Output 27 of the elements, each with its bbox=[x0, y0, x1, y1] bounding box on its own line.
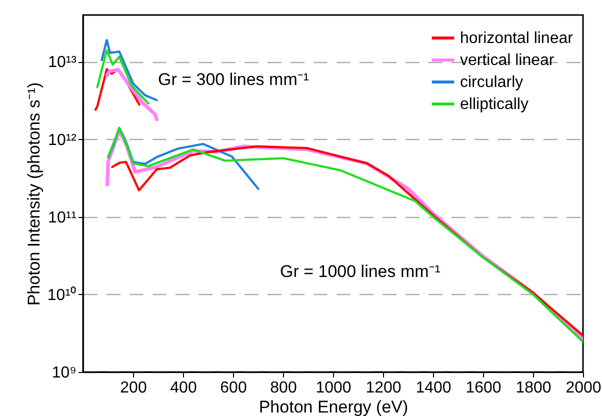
line-series bbox=[100, 38, 158, 102]
annotation: Gr = 1000 lines mm⁻¹ bbox=[280, 262, 441, 281]
legend-label: vertical linear bbox=[460, 52, 555, 69]
legend-label: elliptically bbox=[460, 96, 528, 113]
x-tick-label: 800 bbox=[270, 380, 297, 396]
line-series bbox=[96, 49, 150, 105]
y-tick-label: 10¹³ bbox=[48, 54, 78, 72]
legend-label: circularly bbox=[460, 74, 524, 91]
line-series bbox=[105, 68, 158, 122]
y-tick-label: 10¹⁰ bbox=[47, 286, 76, 304]
x-tick-label: 1200 bbox=[366, 380, 402, 396]
y-tick-label: 10¹² bbox=[48, 132, 78, 149]
x-tick-label: 600 bbox=[220, 380, 247, 396]
annotation: Gr = 300 lines mm⁻¹ bbox=[158, 70, 310, 89]
x-tick-label: 1600 bbox=[466, 380, 502, 396]
x-axis-title: Photon Energy (eV) bbox=[258, 398, 408, 416]
y-tick-label: 10⁹ bbox=[52, 364, 76, 382]
x-tick-label: 1800 bbox=[516, 380, 552, 396]
line-series bbox=[107, 126, 260, 190]
y-axis-title: Photon Intensity (photons s⁻¹) bbox=[24, 82, 44, 306]
x-tick-label: 200 bbox=[120, 380, 147, 396]
x-tick-label: 400 bbox=[170, 380, 197, 396]
y-tick-label: 10¹¹ bbox=[48, 209, 76, 226]
x-tick-label: 1000 bbox=[316, 380, 352, 396]
x-tick-label: 1400 bbox=[416, 380, 452, 396]
legend-label: horizontal linear bbox=[460, 30, 574, 47]
x-tick-label: 2000 bbox=[566, 380, 602, 396]
